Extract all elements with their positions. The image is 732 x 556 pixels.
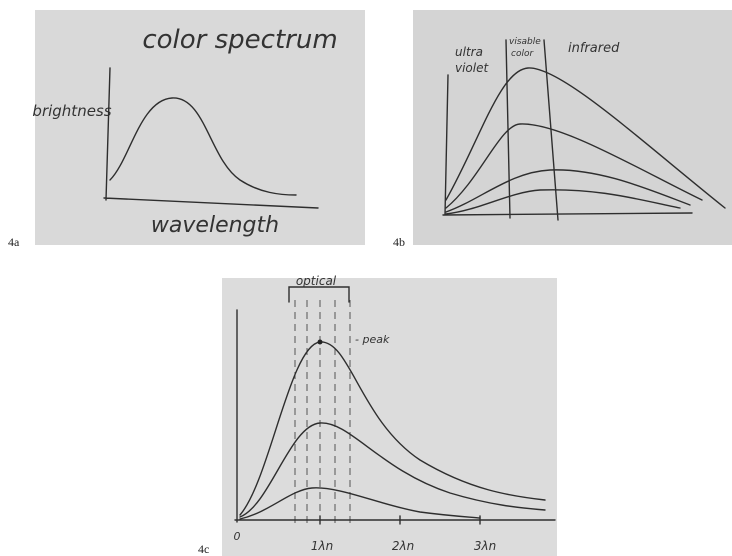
peak-dot: [318, 340, 323, 345]
y-axis-label: brightness: [32, 102, 111, 120]
region-label: infrared: [568, 41, 620, 56]
x-tick-label: 3λn: [474, 539, 496, 553]
figure: color spectrum brightness wavelength 4a …: [0, 0, 732, 556]
region-label: visable: [509, 37, 541, 47]
panel-label: 4a: [8, 235, 20, 249]
bracket-label: optical: [296, 274, 337, 288]
paper-4c: [222, 278, 557, 556]
x-axis-label: wavelength: [151, 213, 279, 238]
x-tick-label: 1λn: [311, 539, 333, 553]
x-tick-label: 2λn: [392, 539, 414, 553]
region-label: color: [511, 49, 534, 59]
panel-label: 4c: [198, 542, 209, 556]
region-label: ultra: [455, 45, 483, 59]
region-label: violet: [455, 61, 489, 75]
title: color spectrum: [142, 25, 337, 55]
page: color spectrum brightness wavelength 4a …: [0, 0, 732, 556]
annotation: - peak: [355, 333, 390, 346]
x-tick-label: 0: [234, 530, 241, 543]
panel-label: 4b: [393, 235, 405, 249]
